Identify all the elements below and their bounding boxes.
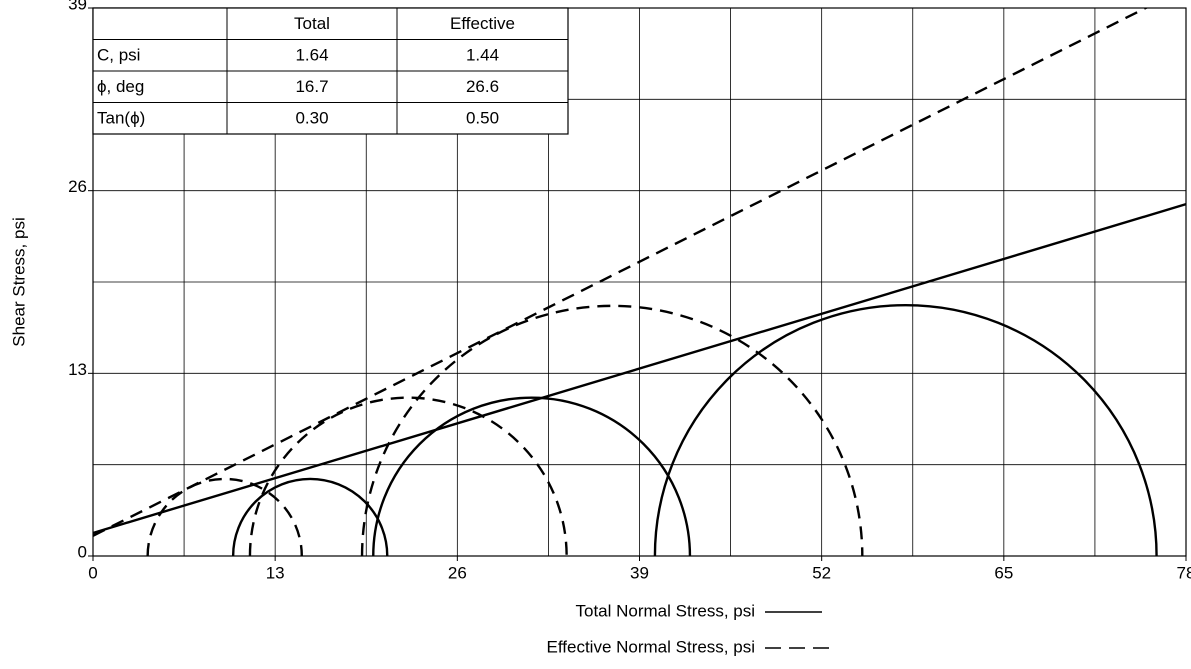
x-tick-label: 78 <box>1177 563 1191 582</box>
x-tick-label: 52 <box>812 563 831 582</box>
table-row-label: Tan(ϕ) <box>97 109 145 128</box>
y-tick-label: 26 <box>68 177 87 196</box>
x-tick-label: 39 <box>630 563 649 582</box>
x-tick-label: 65 <box>994 563 1013 582</box>
table-cell: 1.44 <box>466 46 499 65</box>
table-header: Total <box>294 14 330 33</box>
table-cell: 0.50 <box>466 109 499 128</box>
mohr-circle <box>231 477 389 556</box>
mohr-circle <box>360 304 864 556</box>
table-cell: 26.6 <box>466 77 499 96</box>
y-tick-label: 0 <box>78 542 87 561</box>
x-tick-label: 13 <box>266 563 285 582</box>
table-cell: 1.64 <box>295 46 328 65</box>
y-tick-label: 13 <box>68 360 87 379</box>
table-cell: 0.30 <box>295 109 328 128</box>
failure-envelope <box>93 8 1149 537</box>
mohr-circle <box>653 304 1158 556</box>
mohr-circle <box>248 396 568 556</box>
legend-label: Total Normal Stress, psi <box>576 601 756 620</box>
y-tick-label: 39 <box>68 0 87 13</box>
table-cell: 16.7 <box>295 77 328 96</box>
table-row-label: ϕ, deg <box>97 77 144 96</box>
table-row-label: C, psi <box>97 46 140 65</box>
failure-envelope <box>93 203 1186 535</box>
x-tick-label: 26 <box>448 563 467 582</box>
x-tick-label: 0 <box>88 563 97 582</box>
legend-label: Effective Normal Stress, psi <box>547 637 755 656</box>
mohr-circle <box>146 477 303 556</box>
plot-area <box>93 8 1186 556</box>
y-axis-label: Shear Stress, psi <box>9 217 28 346</box>
table-header: Effective <box>450 14 515 33</box>
mohr-circle <box>372 396 692 556</box>
